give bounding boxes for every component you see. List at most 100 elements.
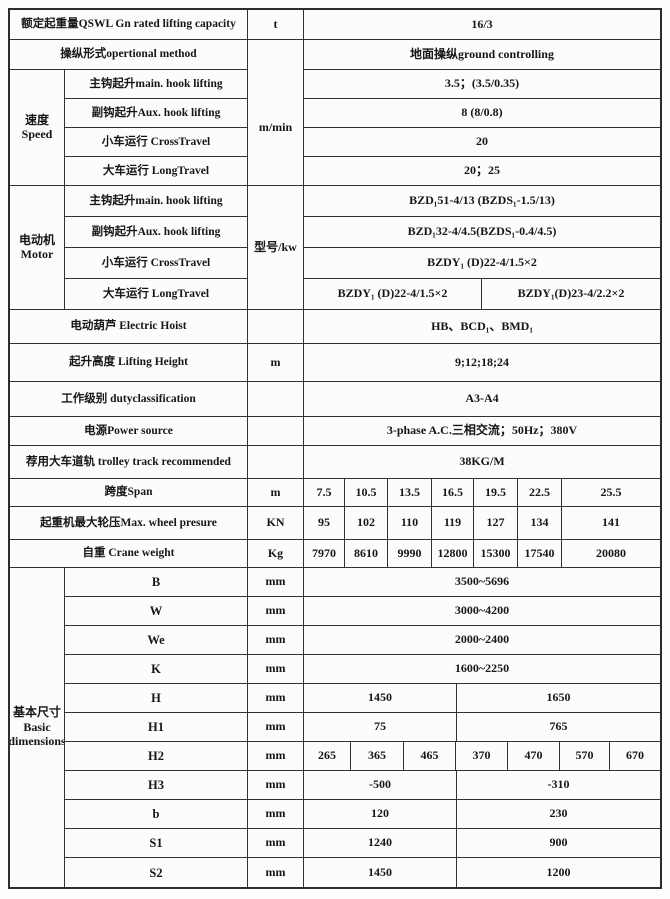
dim-value: 1650 [457,684,660,713]
dimensions-group-en: Basic [23,719,51,734]
dim-value: 1240 [304,829,457,858]
lifting-height-value: 9;12;18;24 [304,344,660,382]
crane-weight-label: 自重 Crane weight [10,540,248,568]
hoist-row: 电动葫芦 Electric Hoist HB、BCD₁、BMD₁ [10,310,660,344]
dim-value: 120 [304,800,457,829]
duty-class-value: A3-A4 [304,382,660,417]
duty-class-unit [248,382,304,417]
dim-row-b: b mm 120 230 [65,800,660,829]
span-value: 22.5 [518,479,562,507]
dim-unit: mm [248,684,304,713]
method-unit-cell [248,40,304,70]
dim-value: 765 [457,713,660,742]
crane-weight-row: 自重 Crane weight Kg 7970 8610 9990 12800 … [10,540,660,568]
track-value: 38KG/M [304,446,660,479]
motor-row-value: BZDY₁ (D)22-4/1.5×2 [304,248,660,279]
span-row: 跨度Span m 7.5 10.5 13.5 16.5 19.5 22.5 25… [10,479,660,507]
dim-label: B [65,568,248,597]
crane-weight-value: 15300 [474,540,518,568]
dim-row-H1: H1 mm 75 765 [65,713,660,742]
speed-row-label: 小车运行 CrossTravel [65,128,248,157]
power-source-value: 3-phase A.C.三相交流；50Hz；380V [304,417,660,446]
dim-value: 75 [304,713,457,742]
wheel-pressure-value: 110 [388,507,432,540]
motor-group-cn: 电动机 [18,232,55,247]
dim-label: b [65,800,248,829]
motor-labels: 主钩起升main. hook lifting 副钩起升Aux. hook lif… [65,186,248,310]
lifting-height-label: 起升高度 Lifting Height [10,344,248,382]
motor-unit: 型号/kw [248,186,304,310]
dim-value: 370 [456,742,508,771]
dim-unit: mm [248,568,304,597]
wheel-pressure-value: 134 [518,507,562,540]
dim-value: -310 [457,771,660,800]
dim-value: 1600~2250 [304,655,660,684]
method-row: 操纵形式opertional method 地面操纵ground control… [10,40,660,70]
dim-value: 570 [560,742,610,771]
speed-row-value: 20；25 [304,157,660,186]
dim-unit: mm [248,597,304,626]
crane-weight-unit: Kg [248,540,304,568]
motor-longtravel-left: BZDY₁ (D)22-4/1.5×2 [304,279,482,310]
dim-value: 1200 [546,864,571,879]
motor-group-label: 电动机 Motor [10,186,65,310]
dim-value: 1450 [304,684,457,713]
dim-value: 1450 [304,858,457,887]
speed-values: 3.5；(3.5/0.35) 8 (8/0.8) 20 20；25 [304,70,660,186]
speed-row-label: 副钩起升Aux. hook lifting [65,99,248,128]
dim-label: We [65,626,248,655]
dim-row-K: K mm 1600~2250 [65,655,660,684]
dim-value: 470 [508,742,560,771]
dim-value: 3500~5696 [304,568,660,597]
capacity-unit: t [248,10,304,40]
crane-weight-value: 17540 [518,540,562,568]
dim-label: K [65,655,248,684]
speed-row-label: 大车运行 LongTravel [65,157,248,186]
lifting-height-row: 起升高度 Lifting Height m 9;12;18;24 [10,344,660,382]
motor-group-en: Motor [20,247,54,261]
duty-class-label: 工作级别 dutyclassification [10,382,248,417]
wheel-pressure-values: 95 102 110 119 127 134 141 [304,507,660,540]
span-value: 19.5 [474,479,518,507]
wheel-pressure-value: 127 [474,507,518,540]
motor-longtravel-values: BZDY₁ (D)22-4/1.5×2 BZDY₁(D)23-4/2.2×2 [304,279,660,310]
dim-unit: mm [248,771,304,800]
track-label: 荐用大车道轨 trolley track recommended [10,446,248,479]
span-value: 7.5 [304,479,345,507]
wheel-pressure-value: 95 [304,507,345,540]
motor-row-value: BZD₁32-4/4.5(BZDS₁-0.4/4.5) [304,217,660,248]
wheel-pressure-row: 起重机最大轮压Max. wheel presure KN 95 102 110 … [10,507,660,540]
power-source-row: 电源Power source 3-phase A.C.三相交流；50Hz；380… [10,417,660,446]
lifting-height-unit: m [248,344,304,382]
dim-value: 465 [404,742,456,771]
crane-weight-values: 7970 8610 9990 12800 15300 17540 20080 [304,540,660,568]
dim-label: S2 [65,858,248,887]
dim-value: -500 [304,771,457,800]
span-value: 16.5 [432,479,474,507]
dim-row-S2: S2 mm 1450 1200 [65,858,660,887]
speed-row-value: 3.5；(3.5/0.35) [304,70,660,99]
speed-section: 速度 Speed 主钩起升main. hook lifting 副钩起升Aux.… [10,70,660,186]
dim-label: H1 [65,713,248,742]
dim-value: 900 [457,829,660,858]
span-value: 13.5 [388,479,432,507]
dimensions-group-cn: 基本尺寸 [12,705,61,720]
dim-row-H3: H3 mm -500 -310 [65,771,660,800]
dim-label: H [65,684,248,713]
crane-weight-value: 8610 [345,540,388,568]
span-values: 7.5 10.5 13.5 16.5 19.5 22.5 25.5 [304,479,660,507]
method-label: 操纵形式opertional method [10,40,248,70]
dim-unit: mm [248,626,304,655]
dim-unit: mm [248,800,304,829]
dimensions-group-label: 基本尺寸 Basic dimensions [10,568,65,887]
dim-value: 670 [610,742,660,771]
dim-row-S1: S1 mm 1240 900 [65,829,660,858]
capacity-label: 额定起重量QSWL Gn rated lifting capacity [10,10,248,40]
motor-row-value: BZD₁51-4/13 (BZDS₁-1.5/13) [304,186,660,217]
method-value: 地面操纵ground controlling [304,40,660,70]
wheel-pressure-unit: KN [248,507,304,540]
speed-group-en: Speed [21,127,53,141]
dimensions-group-en: dimensions [10,734,65,749]
wheel-pressure-value: 141 [562,507,660,540]
speed-labels: 主钩起升main. hook lifting 副钩起升Aux. hook lif… [65,70,248,186]
